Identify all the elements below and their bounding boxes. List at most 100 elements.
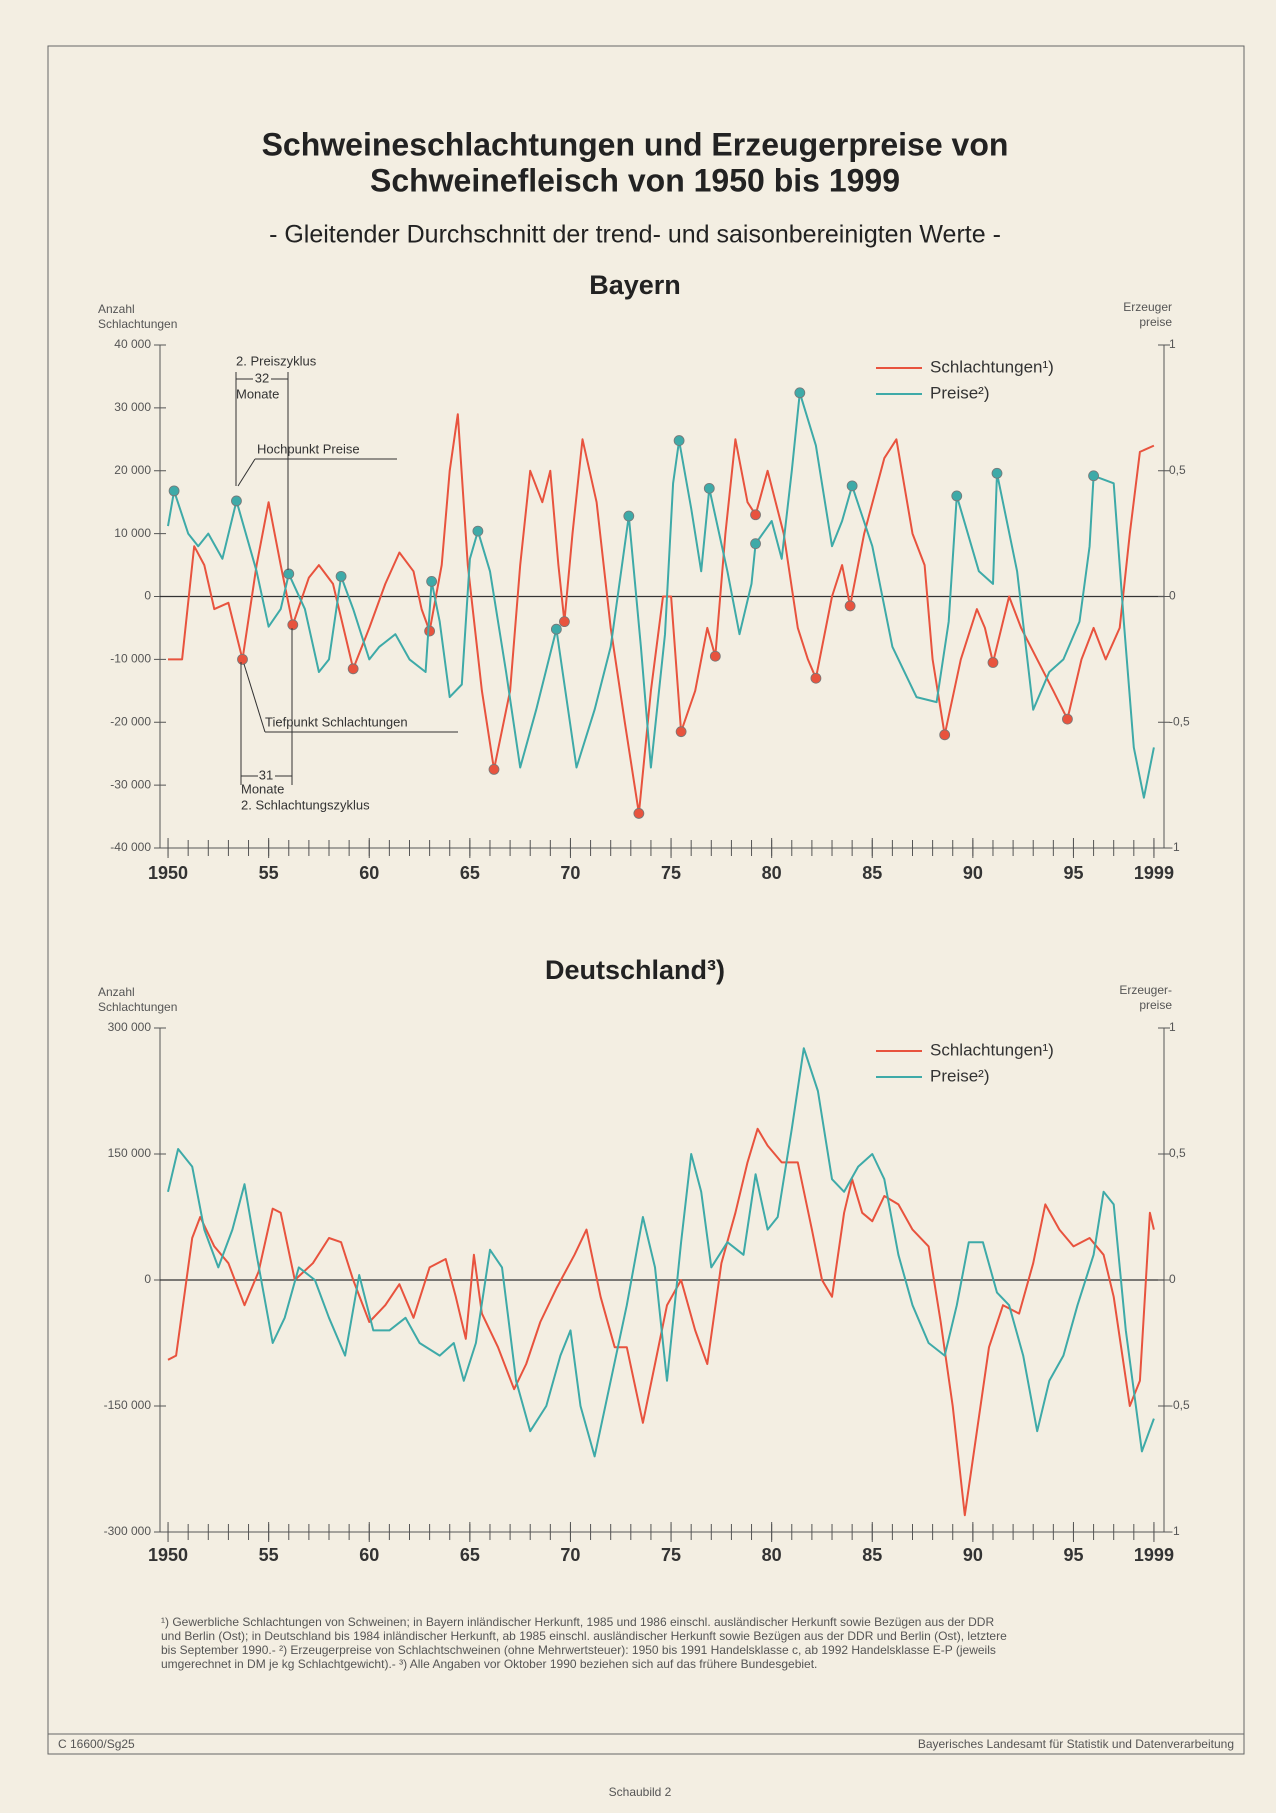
x-tick-label: 95 [1063, 863, 1083, 883]
turning-point [794, 387, 806, 399]
y-tick-label: 20 000 [114, 463, 151, 477]
annotation: Hochpunkt Preise [257, 441, 360, 456]
x-tick-label: 80 [762, 863, 782, 883]
turning-point [810, 672, 822, 684]
y-tick-label: -10 000 [110, 652, 151, 666]
series-line [167, 1127, 1155, 1517]
y2-tick-label: 0 [1169, 1272, 1176, 1286]
legend-label: Schlachtungen¹) [930, 1040, 1054, 1059]
y2-tick-label: 1 [1169, 337, 1176, 351]
y-tick-label: -40 000 [110, 840, 151, 854]
annotation-line [237, 458, 256, 487]
turning-point [991, 467, 1003, 479]
turning-point [673, 435, 685, 446]
turning-point [168, 485, 180, 497]
y2-axis-label: preise [1139, 315, 1172, 329]
x-tick-label: 1999 [1134, 863, 1174, 883]
chart-title: Deutschland³) [545, 955, 725, 985]
legend-label: Preise²) [930, 383, 990, 402]
footer-right: Bayerisches Landesamt für Statistik und … [918, 1737, 1234, 1751]
turning-point [237, 653, 248, 665]
title-line: Schweinefleisch von 1950 bis 1999 [370, 162, 900, 198]
x-tick-label: 90 [963, 1545, 983, 1565]
turning-point [231, 495, 242, 507]
y-tick-label: -150 000 [104, 1398, 152, 1412]
turning-point [347, 663, 359, 675]
y-tick-label: 10 000 [114, 526, 151, 540]
turning-point [335, 570, 347, 582]
turning-point [283, 568, 295, 580]
y2-tick-label: -1 [1169, 840, 1180, 854]
annotation: 31 [259, 767, 273, 782]
caption: Schaubild 2 [609, 1785, 672, 1799]
x-tick-label: 55 [259, 863, 279, 883]
annotation: 2. Schlachtungszyklus [241, 797, 370, 812]
frame [47, 45, 1245, 1755]
turning-point [951, 490, 963, 502]
y-tick-label: 300 000 [108, 1020, 152, 1034]
x-tick-label: 85 [862, 1545, 882, 1565]
chart-title: Bayern [589, 270, 681, 300]
annotation: 2. Preiszyklus [236, 353, 317, 368]
y2-axis-label: Erzeuger [1123, 300, 1172, 314]
turning-point [550, 623, 562, 635]
footnote-line: umgerechnet in DM je kg Schlachtgewicht)… [161, 1657, 817, 1671]
x-tick-label: 70 [560, 1545, 580, 1565]
x-tick-label: 80 [762, 1545, 782, 1565]
y2-tick-label: 0,5 [1169, 1146, 1186, 1160]
y-axis-label: Anzahl [98, 985, 135, 999]
y2-tick-label: 1 [1169, 1020, 1176, 1034]
turning-point [939, 729, 951, 741]
turning-point [287, 619, 299, 631]
x-tick-label: 60 [359, 863, 379, 883]
turning-point [623, 510, 635, 522]
y-axis-label: Schlachtungen [98, 1000, 177, 1014]
x-tick-label: 1950 [148, 863, 188, 883]
turning-point [703, 482, 715, 494]
x-tick-label: 85 [862, 863, 882, 883]
x-tick-label: 75 [661, 863, 681, 883]
annotation: Monate [241, 781, 284, 796]
y2-tick-label: -1 [1169, 1524, 1180, 1538]
turning-point [424, 625, 436, 637]
series-line [168, 413, 1155, 815]
y-tick-label: 40 000 [114, 337, 151, 351]
title-line: Schweineschlachtungen und Erzeugerpreise… [262, 126, 1009, 162]
y-tick-label: -30 000 [110, 777, 151, 791]
x-tick-label: 1950 [148, 1545, 188, 1565]
annotation: Tiefpunkt Schlachtungen [265, 714, 408, 729]
y-axis-label: Anzahl [98, 302, 135, 316]
turning-point [472, 525, 484, 537]
turning-point [1062, 713, 1073, 725]
turning-point [1088, 470, 1099, 482]
x-tick-label: 55 [259, 1545, 279, 1565]
y-axis-label: Schlachtungen [98, 317, 177, 331]
series-line [167, 391, 1155, 799]
legend-label: Preise²) [930, 1066, 990, 1085]
annotation: 32 [255, 370, 269, 385]
turning-point [750, 509, 761, 521]
x-tick-label: 65 [460, 1545, 480, 1565]
turning-point [844, 600, 856, 612]
y2-axis-label: Erzeuger- [1119, 983, 1172, 997]
annotation: Monate [236, 386, 279, 401]
y2-axis-label: preise [1139, 998, 1172, 1012]
y2-tick-label: 0,5 [1169, 463, 1186, 477]
turning-point [488, 764, 500, 775]
y-tick-label: 0 [144, 1272, 151, 1286]
x-tick-label: 90 [963, 863, 983, 883]
turning-point [559, 616, 570, 628]
footnote-line: ¹) Gewerbliche Schlachtungen von Schwein… [161, 1615, 994, 1629]
x-tick-label: 95 [1063, 1545, 1083, 1565]
y2-tick-label: -0,5 [1169, 1398, 1190, 1412]
legend-label: Schlachtungen¹) [930, 357, 1054, 376]
x-tick-label: 1999 [1134, 1545, 1174, 1565]
turning-point [675, 726, 687, 738]
x-tick-label: 60 [359, 1545, 379, 1565]
y-tick-label: 30 000 [114, 400, 151, 414]
y-tick-label: 0 [144, 589, 151, 603]
turning-point [426, 576, 438, 587]
footer-left: C 16600/Sg25 [58, 1737, 135, 1751]
x-tick-label: 70 [560, 863, 580, 883]
